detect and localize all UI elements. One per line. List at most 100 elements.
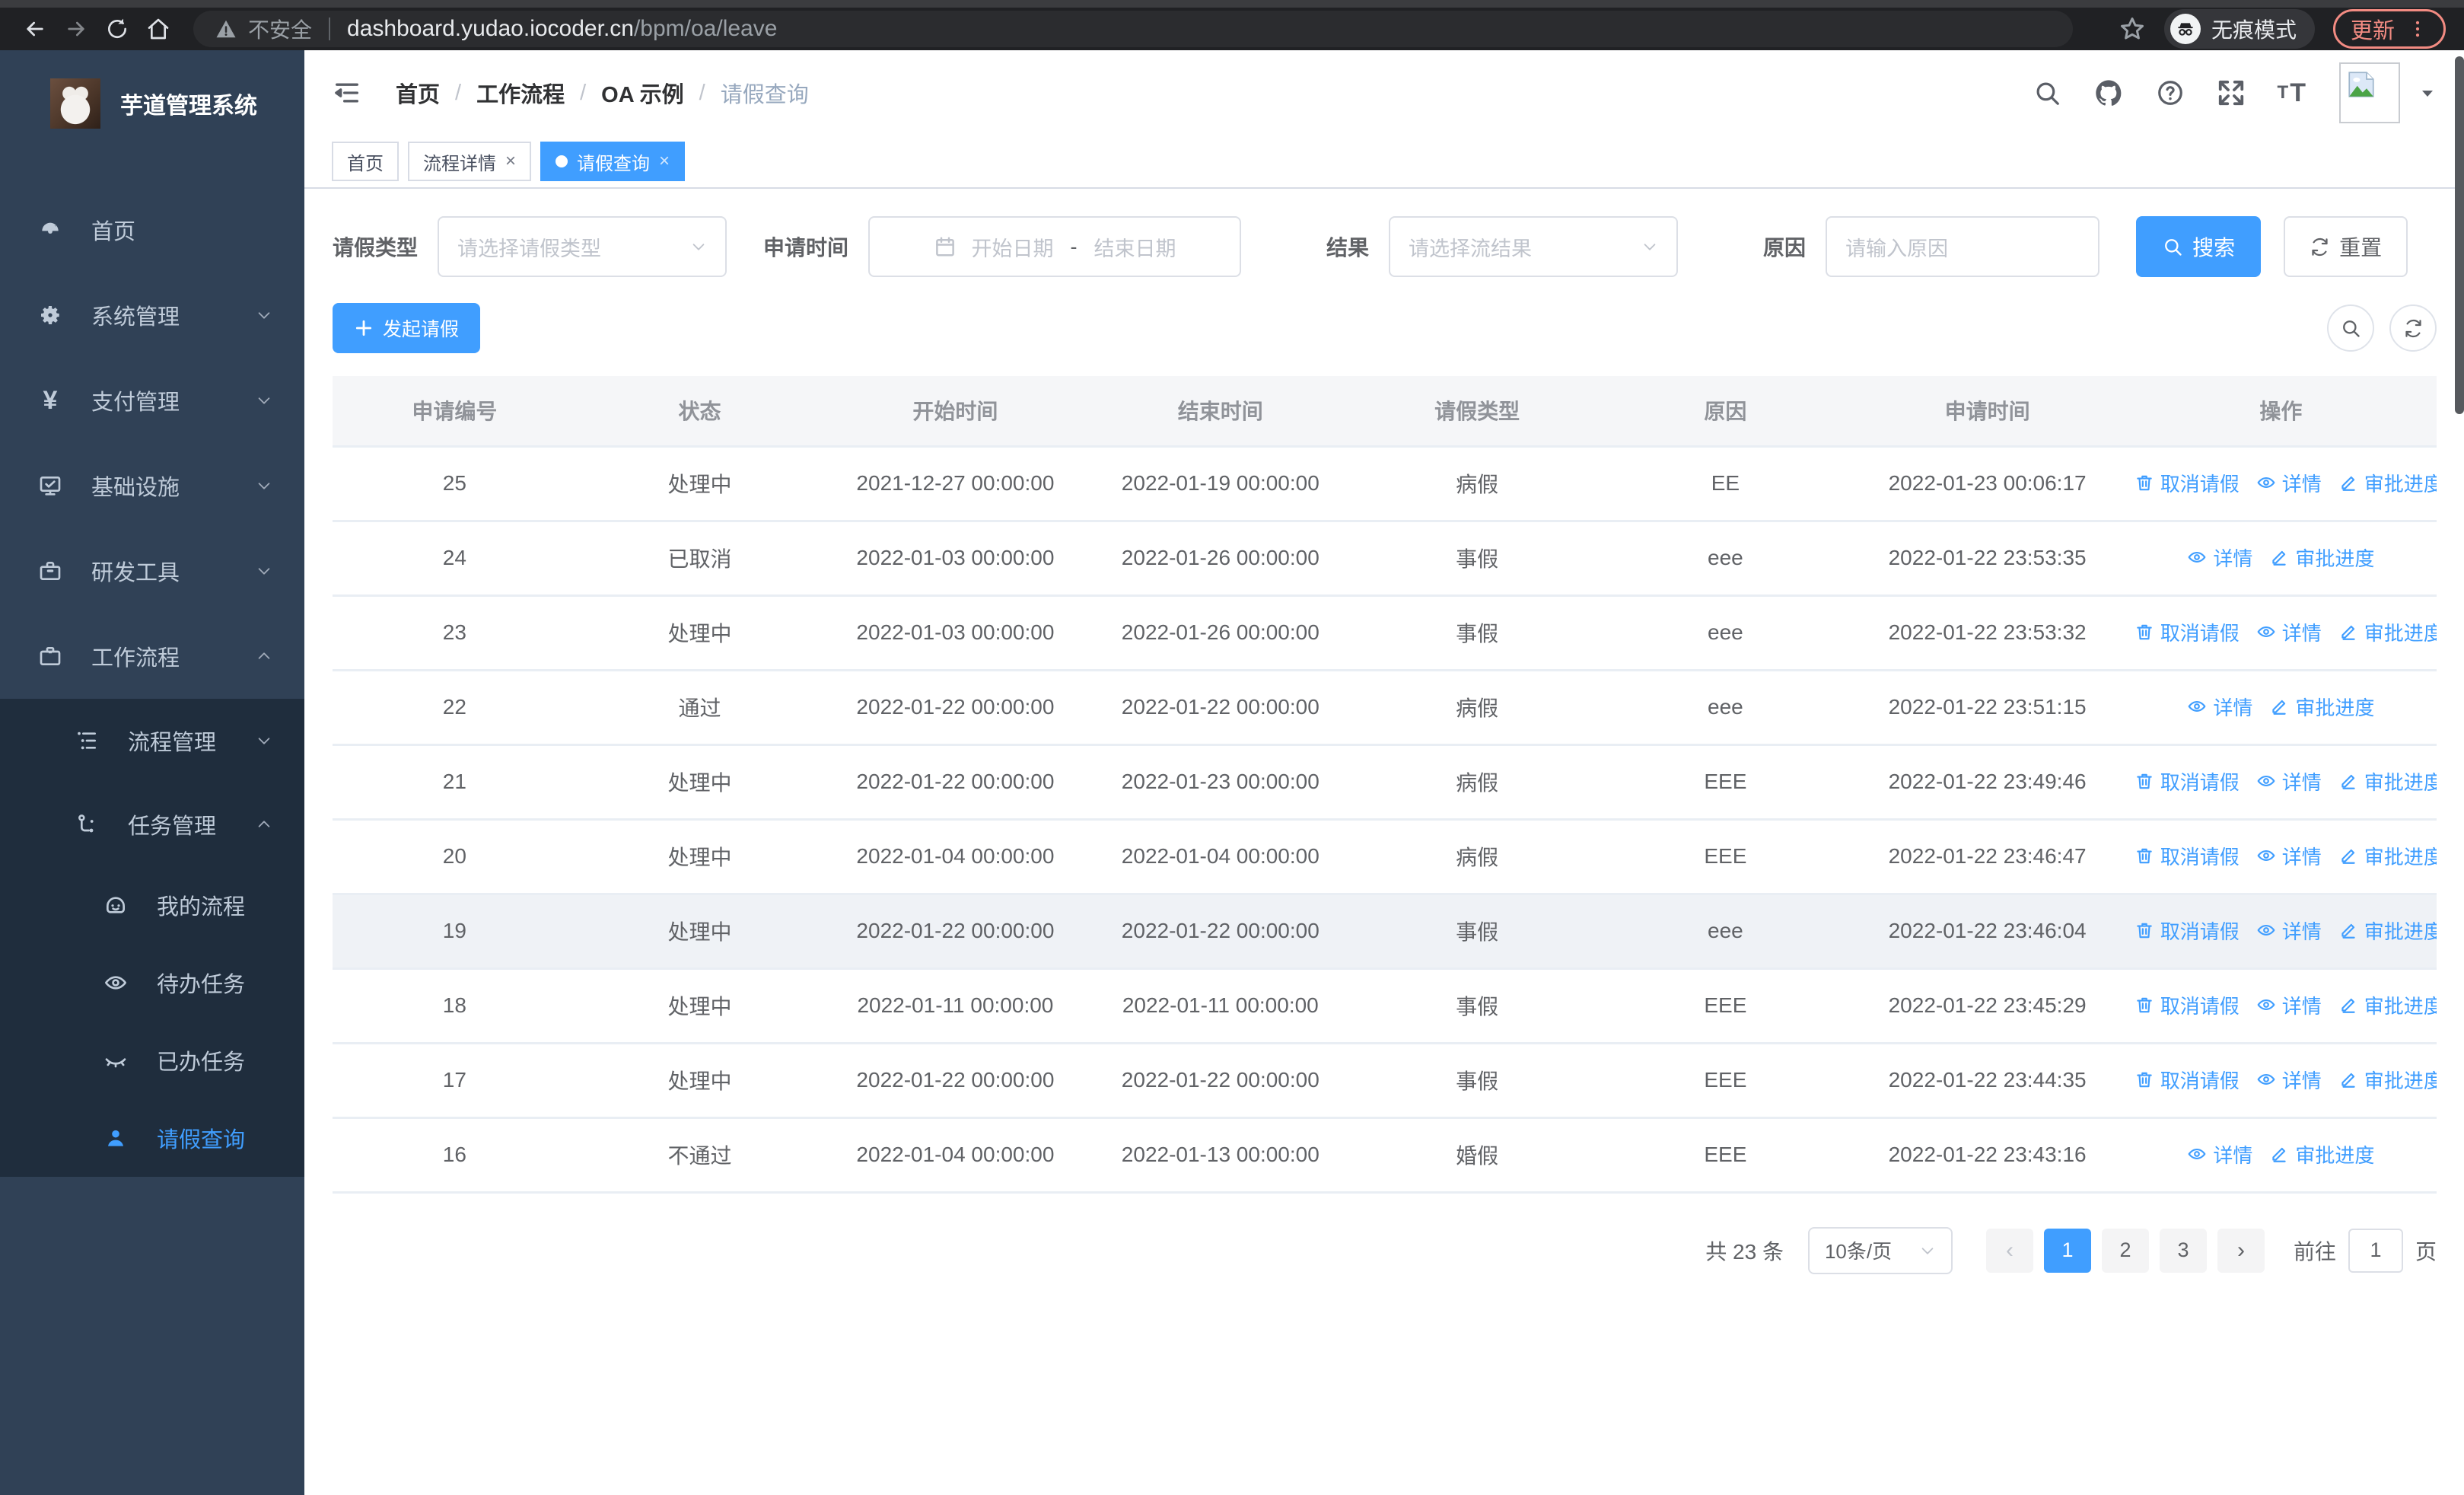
- table-row-22[interactable]: 22 通过 2022-01-22 00:00:00 2022-01-22 00:00:…: [333, 670, 2437, 746]
- search-icon[interactable]: [2033, 78, 2061, 107]
- browser-menu-dots-icon[interactable]: [2407, 18, 2428, 40]
- tab-close-icon[interactable]: ×: [659, 151, 670, 171]
- cell-actions: 详情 审批进度: [2125, 670, 2437, 746]
- sidebar-item-请假查询[interactable]: 请假查询: [0, 1099, 304, 1177]
- table-row-21[interactable]: 21 处理中 2022-01-22 00:00:00 2022-01-23 00:00…: [333, 744, 2437, 821]
- cancel-action-link[interactable]: 取消请假: [2135, 1066, 2240, 1094]
- detail-action-link[interactable]: 详情: [2256, 991, 2322, 1019]
- tab-请假查询[interactable]: 请假查询 ×: [540, 142, 686, 181]
- sidebar-item-基础设施[interactable]: 基础设施: [0, 443, 304, 528]
- cancel-action-link[interactable]: 取消请假: [2135, 469, 2240, 497]
- table-row-24[interactable]: 24 已取消 2022-01-03 00:00:00 2022-01-26 00:00…: [333, 521, 2437, 597]
- reason-input[interactable]: 请输入原因: [1826, 216, 2100, 277]
- sidebar-item-我的流程[interactable]: 我的流程: [0, 866, 304, 944]
- fullscreen-icon[interactable]: [2217, 78, 2246, 107]
- browser-reload-icon[interactable]: [100, 17, 134, 41]
- url-text[interactable]: dashboard.yudao.iocoder.cn/bpm/oa/leave: [347, 16, 778, 41]
- tab-首页[interactable]: 首页: [332, 142, 399, 181]
- cell-end: 2022-01-22 00:00:00: [1087, 1043, 1353, 1119]
- progress-action-link[interactable]: 审批进度: [2269, 543, 2374, 572]
- sidebar-item-研发工具[interactable]: 研发工具: [0, 528, 304, 614]
- progress-action-link[interactable]: 审批进度: [2338, 469, 2437, 497]
- sidebar-item-支付管理[interactable]: ¥ 支付管理: [0, 358, 304, 443]
- detail-action-link[interactable]: 详情: [2256, 767, 2322, 795]
- sidebar-item-工作流程[interactable]: 工作流程: [0, 614, 304, 699]
- progress-action-link[interactable]: 审批进度: [2338, 1066, 2437, 1094]
- next-page-button[interactable]: ›: [2217, 1228, 2265, 1273]
- cancel-action-link[interactable]: 取消请假: [2135, 991, 2240, 1019]
- page-scrollbar[interactable]: [2455, 56, 2464, 414]
- progress-action-link[interactable]: 审批进度: [2338, 618, 2437, 646]
- browser-update-button[interactable]: 更新: [2332, 9, 2446, 49]
- table-row-23[interactable]: 23 处理中 2022-01-03 00:00:00 2022-01-26 00:00…: [333, 595, 2437, 671]
- cell-status: 已取消: [576, 521, 823, 597]
- reset-button[interactable]: 重置: [2284, 216, 2408, 277]
- cancel-action-link[interactable]: 取消请假: [2135, 842, 2240, 870]
- github-icon[interactable]: [2093, 78, 2124, 108]
- breadcrumb-item[interactable]: OA 示例: [601, 83, 684, 107]
- goto-page-input[interactable]: [2348, 1228, 2403, 1273]
- detail-action-link[interactable]: 详情: [2256, 1066, 2322, 1094]
- breadcrumb-item[interactable]: 首页: [396, 83, 441, 107]
- tab-流程详情[interactable]: 流程详情 ×: [408, 142, 532, 181]
- detail-action-link[interactable]: 详情: [2187, 543, 2252, 572]
- app-logo[interactable]: 芋道管理系统: [0, 50, 304, 157]
- result-select[interactable]: 请选择流结果: [1389, 216, 1679, 277]
- table-row-20[interactable]: 20 处理中 2022-01-04 00:00:00 2022-01-04 00:00…: [333, 819, 2437, 895]
- detail-action-link[interactable]: 详情: [2256, 618, 2322, 646]
- page-button-1[interactable]: 1: [2043, 1228, 2091, 1273]
- progress-action-link[interactable]: 审批进度: [2338, 916, 2437, 945]
- search-button[interactable]: 搜索: [2136, 216, 2262, 277]
- prev-page-button[interactable]: ‹: [1985, 1228, 2033, 1273]
- security-label[interactable]: 不安全: [248, 18, 313, 42]
- detail-action-link[interactable]: 详情: [2256, 469, 2322, 497]
- avatar-caret-icon[interactable]: [2418, 84, 2437, 102]
- detail-action-link[interactable]: 详情: [2256, 916, 2322, 945]
- cancel-action-link[interactable]: 取消请假: [2135, 767, 2240, 795]
- detail-action-link[interactable]: 详情: [2256, 842, 2322, 870]
- table-row-25[interactable]: 25 处理中 2021-12-27 00:00:00 2022-01-19 00:00…: [333, 446, 2437, 522]
- bookmark-star-icon[interactable]: [2119, 15, 2146, 43]
- breadcrumb-item[interactable]: 工作流程: [476, 83, 565, 107]
- address-bar[interactable]: 不安全 dashboard.yudao.iocoder.cn/bpm/oa/le…: [193, 11, 2073, 47]
- sidebar-item-系统管理[interactable]: 系统管理: [0, 273, 304, 358]
- sidebar-item-已办任务[interactable]: 已办任务: [0, 1022, 304, 1099]
- browser-home-icon[interactable]: [142, 17, 175, 41]
- table-row-16[interactable]: 16 不通过 2022-01-04 00:00:00 2022-01-13 00:00…: [333, 1117, 2437, 1194]
- sidebar-item-任务管理[interactable]: 任务管理: [0, 783, 304, 866]
- table-row-19[interactable]: 19 处理中 2022-01-22 00:00:00 2022-01-22 00:00…: [333, 894, 2437, 970]
- table-row-18[interactable]: 18 处理中 2022-01-11 00:00:00 2022-01-11 00:00…: [333, 968, 2437, 1044]
- browser-forward-icon[interactable]: [59, 17, 93, 41]
- progress-action-link[interactable]: 审批进度: [2338, 991, 2437, 1019]
- sidebar-item-首页[interactable]: 首页: [0, 187, 304, 273]
- table-search-toggle-button[interactable]: [2327, 304, 2374, 352]
- trash-icon: [2135, 846, 2154, 865]
- page-size-select[interactable]: 10条/页: [1807, 1226, 1953, 1274]
- sidebar-item-待办任务[interactable]: 待办任务: [0, 944, 304, 1022]
- progress-action-link[interactable]: 审批进度: [2269, 693, 2374, 721]
- progress-action-link[interactable]: 审批进度: [2338, 767, 2437, 795]
- help-icon[interactable]: [2156, 78, 2185, 107]
- cancel-action-link[interactable]: 取消请假: [2135, 618, 2240, 646]
- cell-reason: EEE: [1601, 1043, 1850, 1119]
- create-leave-button[interactable]: 发起请假: [333, 303, 481, 353]
- avatar[interactable]: [2339, 62, 2400, 123]
- sidebar-item-流程管理[interactable]: 流程管理: [0, 699, 304, 783]
- cancel-action-link[interactable]: 取消请假: [2135, 916, 2240, 945]
- progress-action-link[interactable]: 审批进度: [2269, 1140, 2374, 1168]
- table-row-17[interactable]: 17 处理中 2022-01-22 00:00:00 2022-01-22 00:00…: [333, 1043, 2437, 1119]
- leave-type-select[interactable]: 请选择请假类型: [438, 216, 727, 277]
- action-label: 审批进度: [2295, 1143, 2375, 1167]
- progress-action-link[interactable]: 审批进度: [2338, 842, 2437, 870]
- page-button-3[interactable]: 3: [2159, 1228, 2207, 1273]
- detail-action-link[interactable]: 详情: [2187, 1140, 2252, 1168]
- detail-action-link[interactable]: 详情: [2187, 693, 2252, 721]
- page-button-2[interactable]: 2: [2101, 1228, 2149, 1273]
- sidebar-collapse-icon[interactable]: [332, 78, 362, 108]
- browser-back-icon[interactable]: [18, 17, 52, 41]
- apply-time-range-picker[interactable]: 开始日期 - 结束日期: [868, 216, 1242, 277]
- tab-close-icon[interactable]: ×: [505, 151, 517, 171]
- view-icon: [2256, 920, 2276, 940]
- table-refresh-button[interactable]: [2389, 304, 2437, 352]
